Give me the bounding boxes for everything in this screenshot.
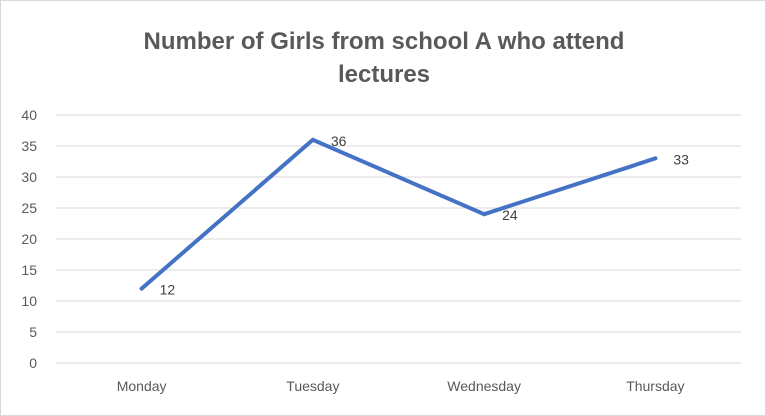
x-tick-label: Tuesday (286, 378, 339, 394)
data-point (653, 156, 658, 161)
y-tick-label: 15 (21, 262, 37, 278)
y-axis-ticks: 0 5 10 15 20 25 30 35 40 (21, 107, 37, 371)
data-label-layer: 12 36 24 33 (160, 133, 690, 298)
data-label: 12 (160, 282, 176, 298)
y-tick-label: 5 (29, 324, 37, 340)
chart-title-line-1: Number of Girls from school A who attend (144, 28, 625, 55)
data-point (310, 137, 315, 142)
series-layer (139, 137, 658, 291)
x-tick-label: Thursday (626, 378, 684, 394)
data-label: 24 (502, 207, 518, 223)
data-label: 33 (673, 151, 689, 167)
data-point (139, 286, 144, 291)
data-point (482, 212, 487, 217)
y-tick-label: 20 (21, 231, 37, 247)
y-tick-label: 25 (21, 200, 37, 216)
x-tick-label: Wednesday (447, 378, 521, 394)
grid-layer (56, 114, 741, 364)
y-tick-label: 0 (29, 355, 37, 371)
x-tick-label: Monday (117, 378, 167, 394)
series-line (139, 137, 658, 291)
y-tick-label: 10 (21, 293, 37, 309)
y-tick-label: 30 (21, 169, 37, 185)
chart-title-line-2: lectures (338, 61, 430, 88)
data-label: 36 (331, 133, 347, 149)
y-tick-label: 35 (21, 138, 37, 154)
x-axis-ticks: Monday Tuesday Wednesday Thursday (117, 378, 685, 394)
y-tick-label: 40 (21, 107, 37, 123)
